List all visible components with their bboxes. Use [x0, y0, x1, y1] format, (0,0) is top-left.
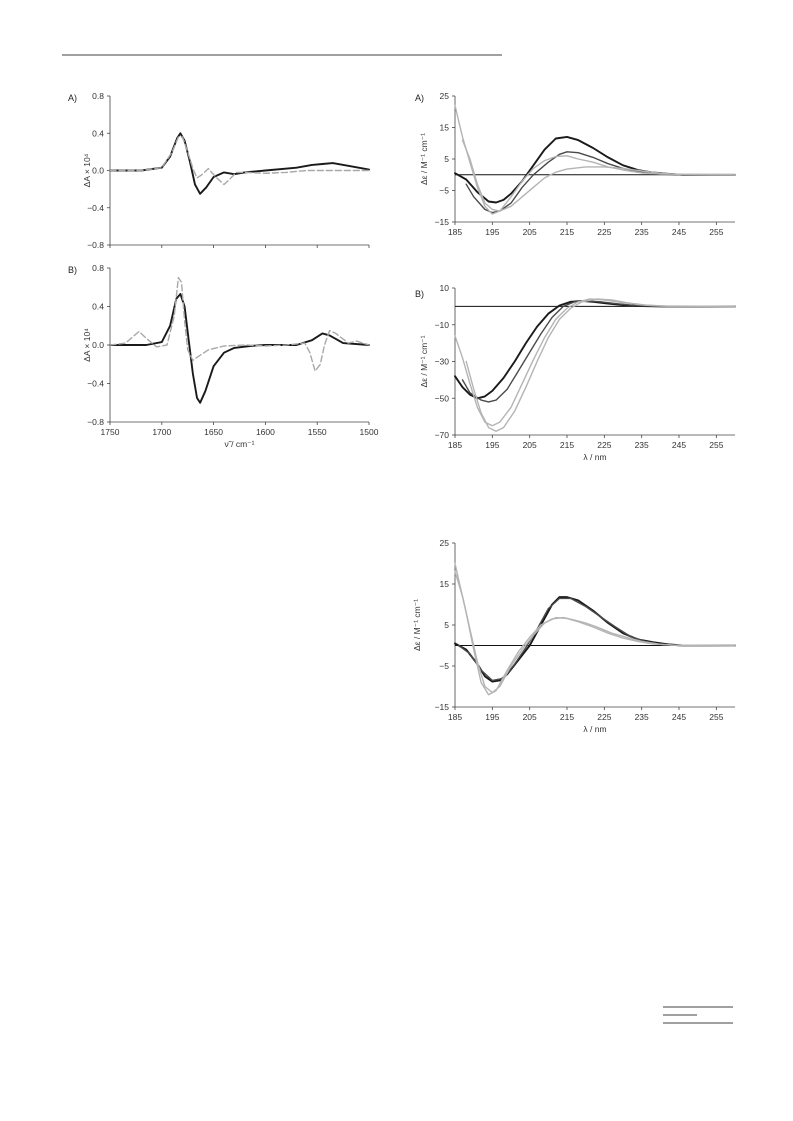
series-line-2 — [458, 597, 736, 682]
x-tick-label: 215 — [560, 227, 574, 237]
series-line-2 — [109, 136, 370, 186]
y-tick-label: −0.4 — [87, 203, 104, 213]
x-tick-label: 205 — [523, 712, 537, 722]
y-tick-label: 0.4 — [92, 128, 104, 138]
x-tick-label: 1700 — [152, 427, 171, 437]
chart-layer: 0.8 0.4 0.0 −0.4 −0.8 A) ΔA × 10⁴ 0.8 0.4 0.0 −0.4… — [68, 91, 736, 734]
y-tick-label: 15 — [440, 579, 450, 589]
x-tick-label: 1750 — [101, 427, 120, 437]
x-tick-label: 1600 — [256, 427, 275, 437]
x-axis-label: λ / nm — [583, 452, 606, 462]
y-tick-label: 25 — [440, 91, 450, 101]
series-line-1 — [454, 596, 736, 683]
series-line-1 — [454, 299, 736, 400]
y-tick-label: −5 — [439, 661, 449, 671]
series-line-3 — [454, 104, 736, 215]
x-axis-label: ν̃ / cm⁻¹ — [225, 439, 255, 449]
panel-label: B) — [415, 289, 424, 299]
x-tick-label: 235 — [635, 712, 649, 722]
x-tick-label: 1550 — [308, 427, 327, 437]
y-tick-label: 10 — [440, 283, 450, 293]
series-line-4 — [454, 571, 736, 694]
x-axis-label: λ / nm — [583, 724, 606, 734]
x-tick-label: 225 — [597, 227, 611, 237]
x-tick-label: 205 — [523, 227, 537, 237]
y-tick-label: 0.0 — [92, 340, 104, 350]
y-tick-label: −0.8 — [87, 417, 104, 427]
x-tick-label: 245 — [672, 712, 686, 722]
y-tick-label: 5 — [444, 620, 449, 630]
x-tick-label: 1650 — [204, 427, 223, 437]
x-tick-label: 255 — [709, 440, 723, 450]
y-axis-label: Δε / M⁻¹ cm⁻¹ — [419, 133, 429, 185]
y-tick-label: −70 — [435, 430, 450, 440]
y-tick-label: −30 — [435, 357, 450, 367]
x-tick-label: 185 — [448, 440, 462, 450]
panel-label: A) — [68, 93, 77, 103]
y-tick-label: 0.4 — [92, 302, 104, 312]
y-tick-label: 0.0 — [92, 166, 104, 176]
x-tick-label: 235 — [635, 227, 649, 237]
y-tick-label: 5 — [444, 154, 449, 164]
y-tick-label: 25 — [440, 538, 450, 548]
x-tick-label: 225 — [597, 712, 611, 722]
y-tick-label: −5 — [439, 186, 449, 196]
x-tick-label: 235 — [635, 440, 649, 450]
y-tick-label: −0.4 — [87, 379, 104, 389]
series-line-3 — [454, 298, 736, 427]
y-tick-label: 0.8 — [92, 263, 104, 273]
series-line-2 — [461, 300, 736, 403]
x-tick-label: 245 — [672, 440, 686, 450]
x-tick-label: 255 — [709, 712, 723, 722]
y-axis-label: Δε / M⁻¹ cm⁻¹ — [412, 599, 422, 651]
x-tick-label: 245 — [672, 227, 686, 237]
y-tick-label: −0.8 — [87, 240, 104, 250]
x-tick-label: 195 — [485, 712, 499, 722]
x-tick-label: 185 — [448, 227, 462, 237]
series-line-3 — [454, 562, 736, 696]
y-axis-label: Δε / M⁻¹ cm⁻¹ — [419, 335, 429, 387]
x-tick-label: 185 — [448, 712, 462, 722]
series-line-4 — [461, 139, 736, 212]
series-line-1 — [109, 132, 370, 195]
x-tick-label: 195 — [485, 227, 499, 237]
panel-label: A) — [415, 93, 424, 103]
y-axis-label: ΔA × 10⁴ — [82, 153, 92, 187]
series-line-1 — [454, 135, 736, 204]
y-tick-label: 0.8 — [92, 91, 104, 101]
x-tick-label: 215 — [560, 440, 574, 450]
y-tick-label: −15 — [435, 702, 450, 712]
x-tick-label: 225 — [597, 440, 611, 450]
x-tick-label: 255 — [709, 227, 723, 237]
series-line-2 — [109, 276, 370, 372]
series-line-4 — [465, 298, 736, 432]
chart-ir-a: 0.8 0.4 0.0 −0.4 −0.8 A) ΔA × 10⁴ — [68, 91, 370, 250]
y-tick-label: −10 — [435, 320, 450, 330]
x-tick-label: 215 — [560, 712, 574, 722]
panel-label: B) — [68, 265, 77, 275]
y-tick-label: −50 — [435, 393, 450, 403]
series-line-1 — [109, 293, 370, 404]
y-tick-label: −15 — [435, 217, 450, 227]
x-tick-label: 205 — [523, 440, 537, 450]
x-tick-label: 1500 — [360, 427, 379, 437]
x-tick-label: 195 — [485, 440, 499, 450]
y-axis-label: ΔA × 10⁴ — [82, 328, 92, 362]
footer-rule-group — [663, 1006, 733, 1024]
y-tick-label: 15 — [440, 123, 450, 133]
